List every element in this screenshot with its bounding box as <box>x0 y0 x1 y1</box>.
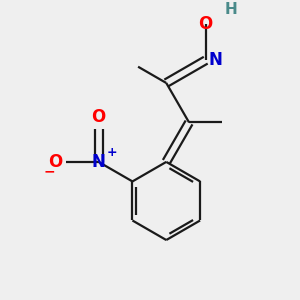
Text: N: N <box>92 153 106 171</box>
Text: N: N <box>209 51 223 69</box>
Text: H: H <box>225 2 238 17</box>
Text: O: O <box>199 15 213 33</box>
Text: O: O <box>49 153 63 171</box>
Text: +: + <box>106 146 117 159</box>
Text: −: − <box>44 165 56 179</box>
Text: O: O <box>92 108 106 126</box>
